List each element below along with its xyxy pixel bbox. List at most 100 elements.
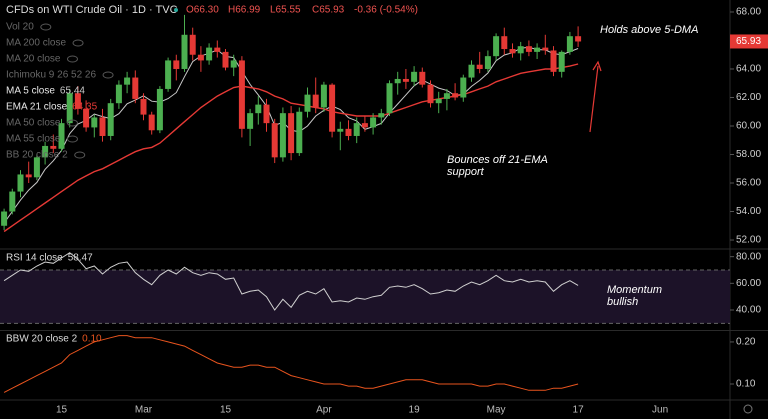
candle-body — [386, 83, 393, 114]
candle-body — [304, 94, 311, 112]
candle-body — [132, 77, 139, 99]
candle-body — [509, 49, 516, 54]
legend-entry: MA 5 close — [6, 86, 55, 97]
candle-body — [25, 174, 32, 178]
x-tick-label: Mar — [135, 405, 153, 416]
legend-value: 64.35 — [72, 102, 97, 113]
x-tick-label: 15 — [56, 405, 68, 416]
candle-body — [9, 191, 16, 212]
candle-body — [345, 128, 352, 136]
eye-icon — [72, 39, 84, 47]
candle-body — [542, 47, 549, 51]
y-tick-label: 54.00 — [736, 206, 761, 217]
candle-body — [468, 64, 475, 78]
candle-body — [558, 51, 565, 72]
last-price-box — [730, 34, 768, 49]
candle-body — [33, 157, 40, 178]
candle-body — [263, 104, 270, 124]
candle-body — [329, 84, 336, 132]
candle-body — [402, 78, 409, 82]
y-tick-label: 60.00 — [736, 121, 761, 132]
header-value: O66.30 — [186, 5, 219, 16]
pane-value: 0.10 — [82, 334, 102, 345]
candle-body — [165, 60, 172, 89]
candle-body — [91, 117, 98, 128]
eye-icon — [66, 135, 78, 143]
candle-body — [460, 77, 467, 98]
legend-entry: MA 20 close — [6, 54, 61, 65]
x-tick-label: 15 — [220, 405, 232, 416]
candle-body — [378, 113, 385, 118]
candle-body — [411, 71, 418, 82]
y-tick-label: 0.20 — [736, 337, 756, 348]
settings-icon[interactable] — [743, 404, 753, 414]
candle-body — [476, 64, 483, 69]
y-tick-label: 80.00 — [736, 251, 761, 262]
y-tick-label: 64.00 — [736, 64, 761, 75]
x-tick-label: Jun — [652, 405, 668, 416]
candle-body — [42, 145, 49, 158]
status-dot — [174, 8, 178, 12]
annotation: Momentum — [607, 284, 662, 296]
candle-body — [173, 60, 180, 69]
candle-body — [566, 36, 573, 52]
x-tick-label: 19 — [409, 405, 421, 416]
candle-body — [534, 47, 541, 52]
candle-body — [156, 88, 163, 131]
candle-body — [255, 104, 262, 114]
candle-body — [83, 108, 90, 128]
candle-body — [107, 103, 114, 136]
candle-body — [189, 34, 196, 55]
indicator-line — [3, 63, 579, 233]
indicator-line — [3, 252, 579, 311]
candle-body — [452, 93, 459, 98]
y-tick-label: 62.00 — [736, 92, 761, 103]
candle-body — [279, 113, 286, 158]
candle-body — [525, 46, 532, 52]
candle-body — [140, 98, 147, 115]
candle-body — [575, 36, 582, 42]
candle-body — [370, 117, 377, 128]
candle-body — [197, 54, 204, 61]
legend-entry: EMA 21 close — [6, 102, 68, 113]
y-tick-label: 68.00 — [736, 7, 761, 18]
candle-body — [17, 174, 24, 192]
eye-icon — [102, 71, 114, 79]
y-tick-label: 52.00 — [736, 235, 761, 246]
y-tick-label: 56.00 — [736, 178, 761, 189]
candle-body — [312, 94, 319, 108]
candle-body — [271, 123, 278, 158]
candle-body — [50, 145, 57, 149]
legend-entry: Vol 20 — [6, 22, 34, 33]
candle-body — [320, 84, 327, 108]
arrow-head — [592, 60, 602, 72]
candle-body — [353, 123, 360, 136]
y-tick-label: 58.00 — [736, 149, 761, 160]
chart-title: CFDs on WTI Crude Oil · 1D · TVC — [6, 4, 178, 16]
candle-body — [288, 113, 295, 154]
candle-body — [247, 113, 254, 129]
plot: 52.0054.0056.0058.0060.0062.0064.0066.00… — [0, 4, 768, 416]
legend-entry: MA 200 close — [6, 38, 66, 49]
candle-body — [435, 98, 442, 104]
y-tick-label: 60.00 — [736, 278, 761, 289]
candle-body — [206, 47, 213, 61]
candle-body — [181, 34, 188, 69]
header-value: H66.99 — [228, 5, 261, 16]
legend-entry: Ichimoku 9 26 52 26 — [6, 70, 96, 81]
candle-body — [222, 51, 229, 68]
pane-title: RSI 14 close — [6, 253, 63, 264]
candle-body — [230, 60, 237, 68]
candle-body — [1, 211, 8, 226]
x-tick-label: May — [487, 405, 506, 416]
last-price-label: 65.93 — [736, 36, 761, 47]
candle-body — [361, 123, 368, 128]
candle-body — [427, 84, 434, 104]
annotation: bullish — [607, 296, 638, 308]
candle-body — [501, 36, 508, 50]
indicator-line — [3, 335, 579, 393]
candle-body — [74, 93, 81, 109]
x-tick-label: Apr — [316, 405, 332, 416]
